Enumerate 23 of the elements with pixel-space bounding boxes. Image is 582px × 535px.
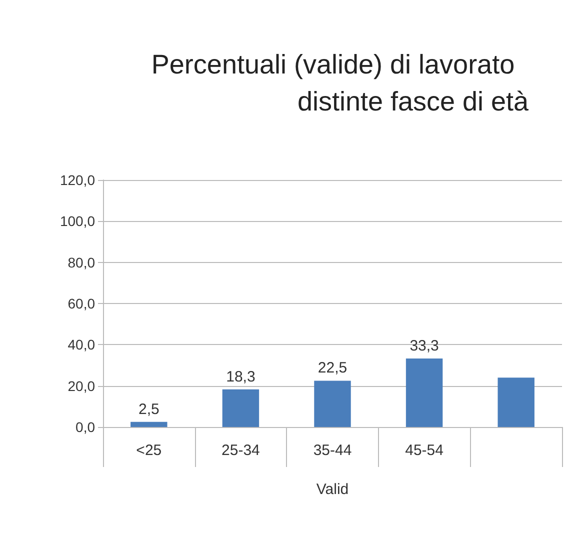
x-tick-label: 35-44 [313, 442, 352, 459]
x-axis-title: Valid [316, 481, 349, 498]
y-tick-label: 100,0 [60, 213, 96, 230]
y-tick-label: 60,0 [68, 296, 96, 312]
data-label: 22,5 [318, 360, 348, 377]
data-label: 18,3 [226, 368, 256, 386]
y-tick-label: 20,0 [68, 378, 96, 394]
bar [498, 378, 534, 427]
x-tick-label: 25-34 [222, 442, 260, 459]
y-tick-label: 80,0 [68, 254, 96, 270]
y-tick-label: 120,0 [60, 172, 96, 188]
data-label: 33,3 [410, 337, 439, 354]
chart-title: Percentuali (valide) di lavorato [151, 50, 515, 80]
x-tick-label: <25 [136, 442, 162, 459]
data-label: 2,5 [138, 400, 160, 418]
y-tick-label: 0,0 [76, 419, 96, 435]
x-tick-label: 45-54 [405, 442, 444, 459]
chart-subtitle: distinte fasce di età [297, 86, 530, 116]
bar [222, 389, 260, 427]
bar [130, 422, 168, 427]
bar [406, 358, 443, 427]
y-tick-label: 40,0 [68, 336, 96, 353]
bar [314, 380, 351, 427]
